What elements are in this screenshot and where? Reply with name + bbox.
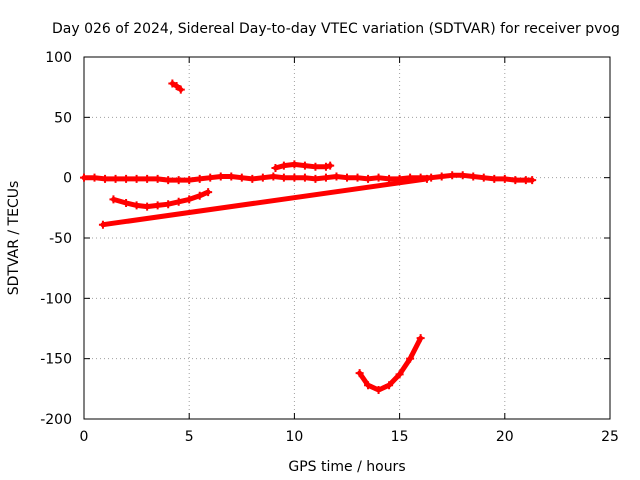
series-trace <box>100 176 430 228</box>
data-point <box>374 173 383 182</box>
data-point <box>258 173 267 182</box>
data-point <box>374 386 383 395</box>
series-trace <box>111 189 211 210</box>
data-point <box>164 200 173 209</box>
data-point <box>185 195 194 204</box>
data-point <box>153 174 162 183</box>
plot-frame <box>83 56 611 420</box>
data-point <box>364 174 373 183</box>
series-baseline <box>80 171 537 185</box>
y-axis-label: SDTVAR / TECUs <box>6 181 22 296</box>
data-point <box>326 161 335 170</box>
data-point <box>469 172 478 181</box>
data-point <box>227 172 236 181</box>
data-point <box>206 173 215 182</box>
data-point <box>353 173 362 182</box>
data-point <box>355 369 364 378</box>
data-point <box>101 174 110 183</box>
data-point <box>143 202 152 211</box>
series-arc-2 <box>168 79 185 94</box>
data-point <box>311 174 320 183</box>
data-points <box>80 79 537 395</box>
data-point <box>437 172 446 181</box>
series-arc-3 <box>271 160 335 173</box>
data-point <box>216 172 225 181</box>
data-point <box>385 174 394 183</box>
data-point <box>395 370 404 379</box>
x-tick-label: 15 <box>391 429 409 445</box>
y-tick-label: 50 <box>54 110 72 126</box>
series-isolated <box>98 174 431 229</box>
data-point <box>364 381 373 390</box>
data-point <box>279 173 288 182</box>
data-point <box>237 173 246 182</box>
data-point <box>174 197 183 206</box>
data-point <box>269 172 278 181</box>
data-point <box>122 174 131 183</box>
y-tick-label: -200 <box>40 412 72 428</box>
series-arc-4 <box>355 334 425 395</box>
data-point <box>458 171 467 180</box>
data-point <box>385 381 394 390</box>
y-tick-label: 100 <box>45 50 72 66</box>
data-point <box>311 162 320 171</box>
x-axis-label: GPS time / hours <box>288 459 405 475</box>
data-point <box>164 176 173 185</box>
data-point <box>176 85 185 94</box>
chart-title: Day 026 of 2024, Sidereal Day-to-day VTE… <box>52 21 620 37</box>
y-tick-label: -150 <box>40 352 72 368</box>
y-tick-label: 0 <box>63 171 72 187</box>
data-point <box>195 191 204 200</box>
axis-ticks: 0 5 10 15 20 25 -200 -150 -100 -50 0 50 100 <box>40 50 619 445</box>
data-point <box>98 220 107 229</box>
data-point <box>321 162 330 171</box>
data-point <box>528 176 537 185</box>
data-point <box>290 173 299 182</box>
data-point <box>111 174 120 183</box>
y-tick-label: -100 <box>40 291 72 307</box>
data-point <box>271 164 280 173</box>
data-point <box>343 173 351 182</box>
data-point <box>174 176 183 185</box>
data-point <box>500 174 509 183</box>
data-point <box>172 81 181 90</box>
data-point <box>490 174 499 183</box>
series-arc-1 <box>109 188 213 211</box>
data-point <box>195 174 204 183</box>
x-tick-label: 10 <box>285 429 303 445</box>
x-tick-label: 25 <box>601 429 619 445</box>
data-point <box>422 174 431 183</box>
data-point <box>143 174 152 183</box>
data-point <box>185 176 194 185</box>
grid-lines <box>84 57 610 419</box>
data-point <box>290 160 299 169</box>
data-point <box>300 173 309 182</box>
data-point <box>109 195 118 204</box>
y-tick-label: -50 <box>49 231 72 247</box>
data-point <box>332 172 341 181</box>
x-tick-label: 0 <box>80 429 89 445</box>
data-point <box>448 171 457 180</box>
data-point <box>300 161 309 170</box>
data-point <box>168 79 177 88</box>
data-point <box>204 188 213 197</box>
data-point <box>479 173 488 182</box>
data-point <box>248 174 257 183</box>
data-point <box>416 334 425 343</box>
data-point <box>511 176 520 185</box>
data-point <box>279 161 288 170</box>
data-point <box>406 354 415 363</box>
data-point <box>153 201 162 210</box>
data-point <box>132 174 141 183</box>
data-point <box>90 173 99 182</box>
data-point <box>321 173 330 182</box>
data-point <box>122 199 131 208</box>
data-point <box>132 201 141 210</box>
x-tick-label: 20 <box>496 429 514 445</box>
x-tick-label: 5 <box>185 429 194 445</box>
data-point <box>80 173 88 182</box>
